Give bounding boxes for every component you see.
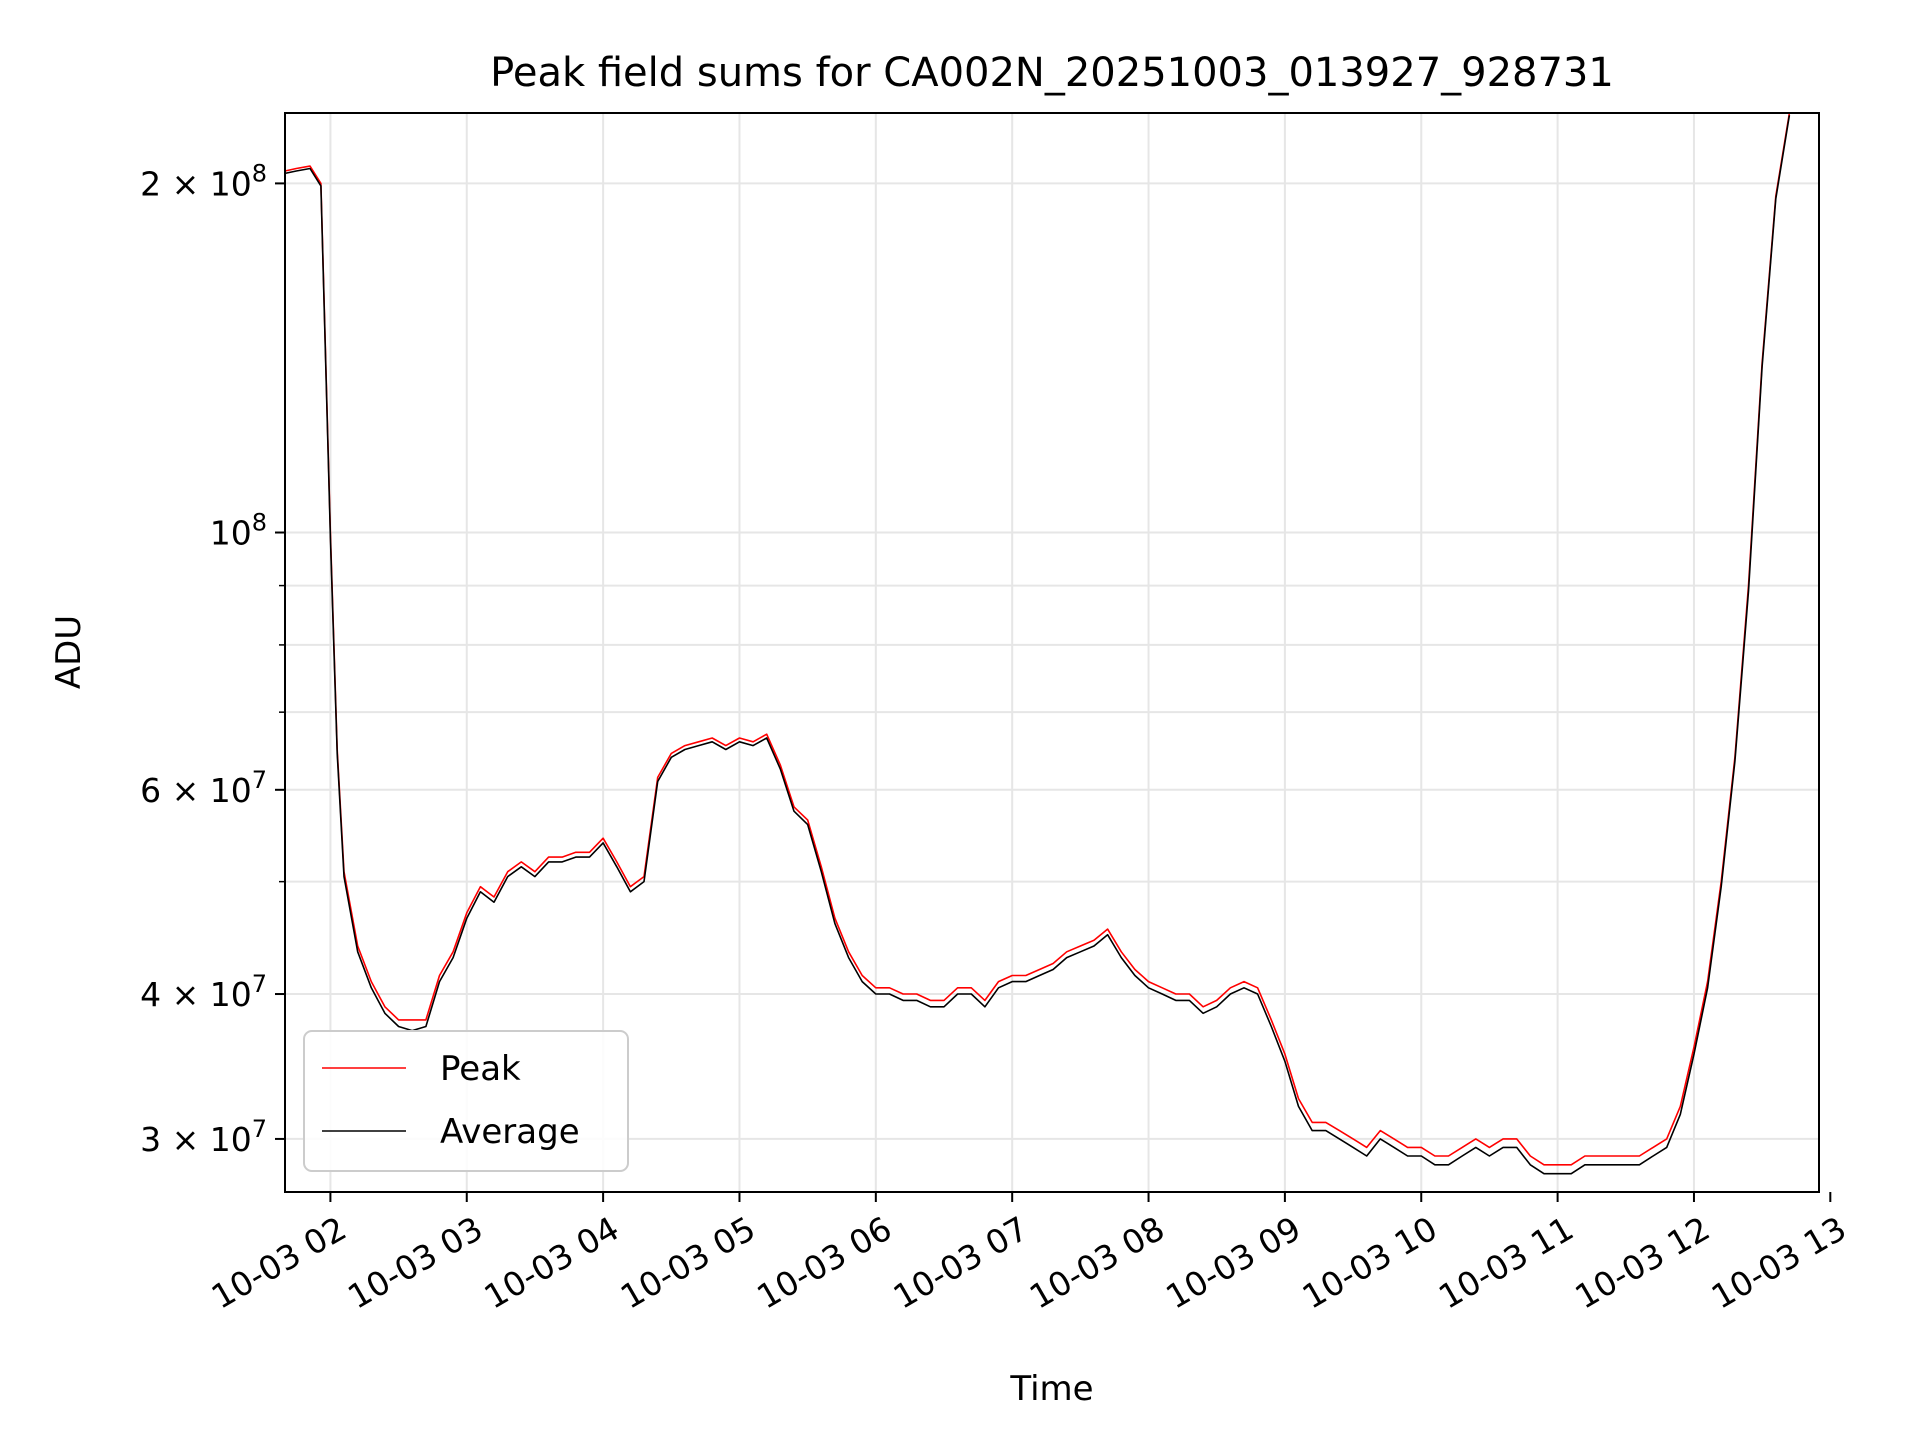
y-axis-label: ADU [49, 615, 89, 689]
y-axis-ticks: 3 × 107 4 × 107 6 × 107 108 2 × 108 [140, 159, 285, 1159]
series-line-peak [284, 112, 1791, 1166]
y-tick-label: 6 × 107 [140, 766, 267, 810]
legend: Peak Average [303, 1030, 629, 1172]
series-lines [284, 112, 1791, 1175]
legend-box [303, 1030, 629, 1172]
y-tick-label: 3 × 107 [140, 1115, 267, 1159]
plot-frame [284, 112, 1820, 1193]
chart-title: Peak field sums for CA002N_20251003_0139… [490, 50, 1614, 96]
y-tick-label: 4 × 107 [140, 970, 267, 1014]
series-line-average [284, 115, 1791, 1175]
x-axis-label: Time [1009, 1369, 1093, 1409]
legend-label-average: Average [440, 1112, 580, 1152]
legend-label-peak: Peak [440, 1049, 521, 1089]
y-tick-label: 2 × 108 [140, 159, 267, 203]
y-tick-label: 108 [210, 509, 267, 553]
